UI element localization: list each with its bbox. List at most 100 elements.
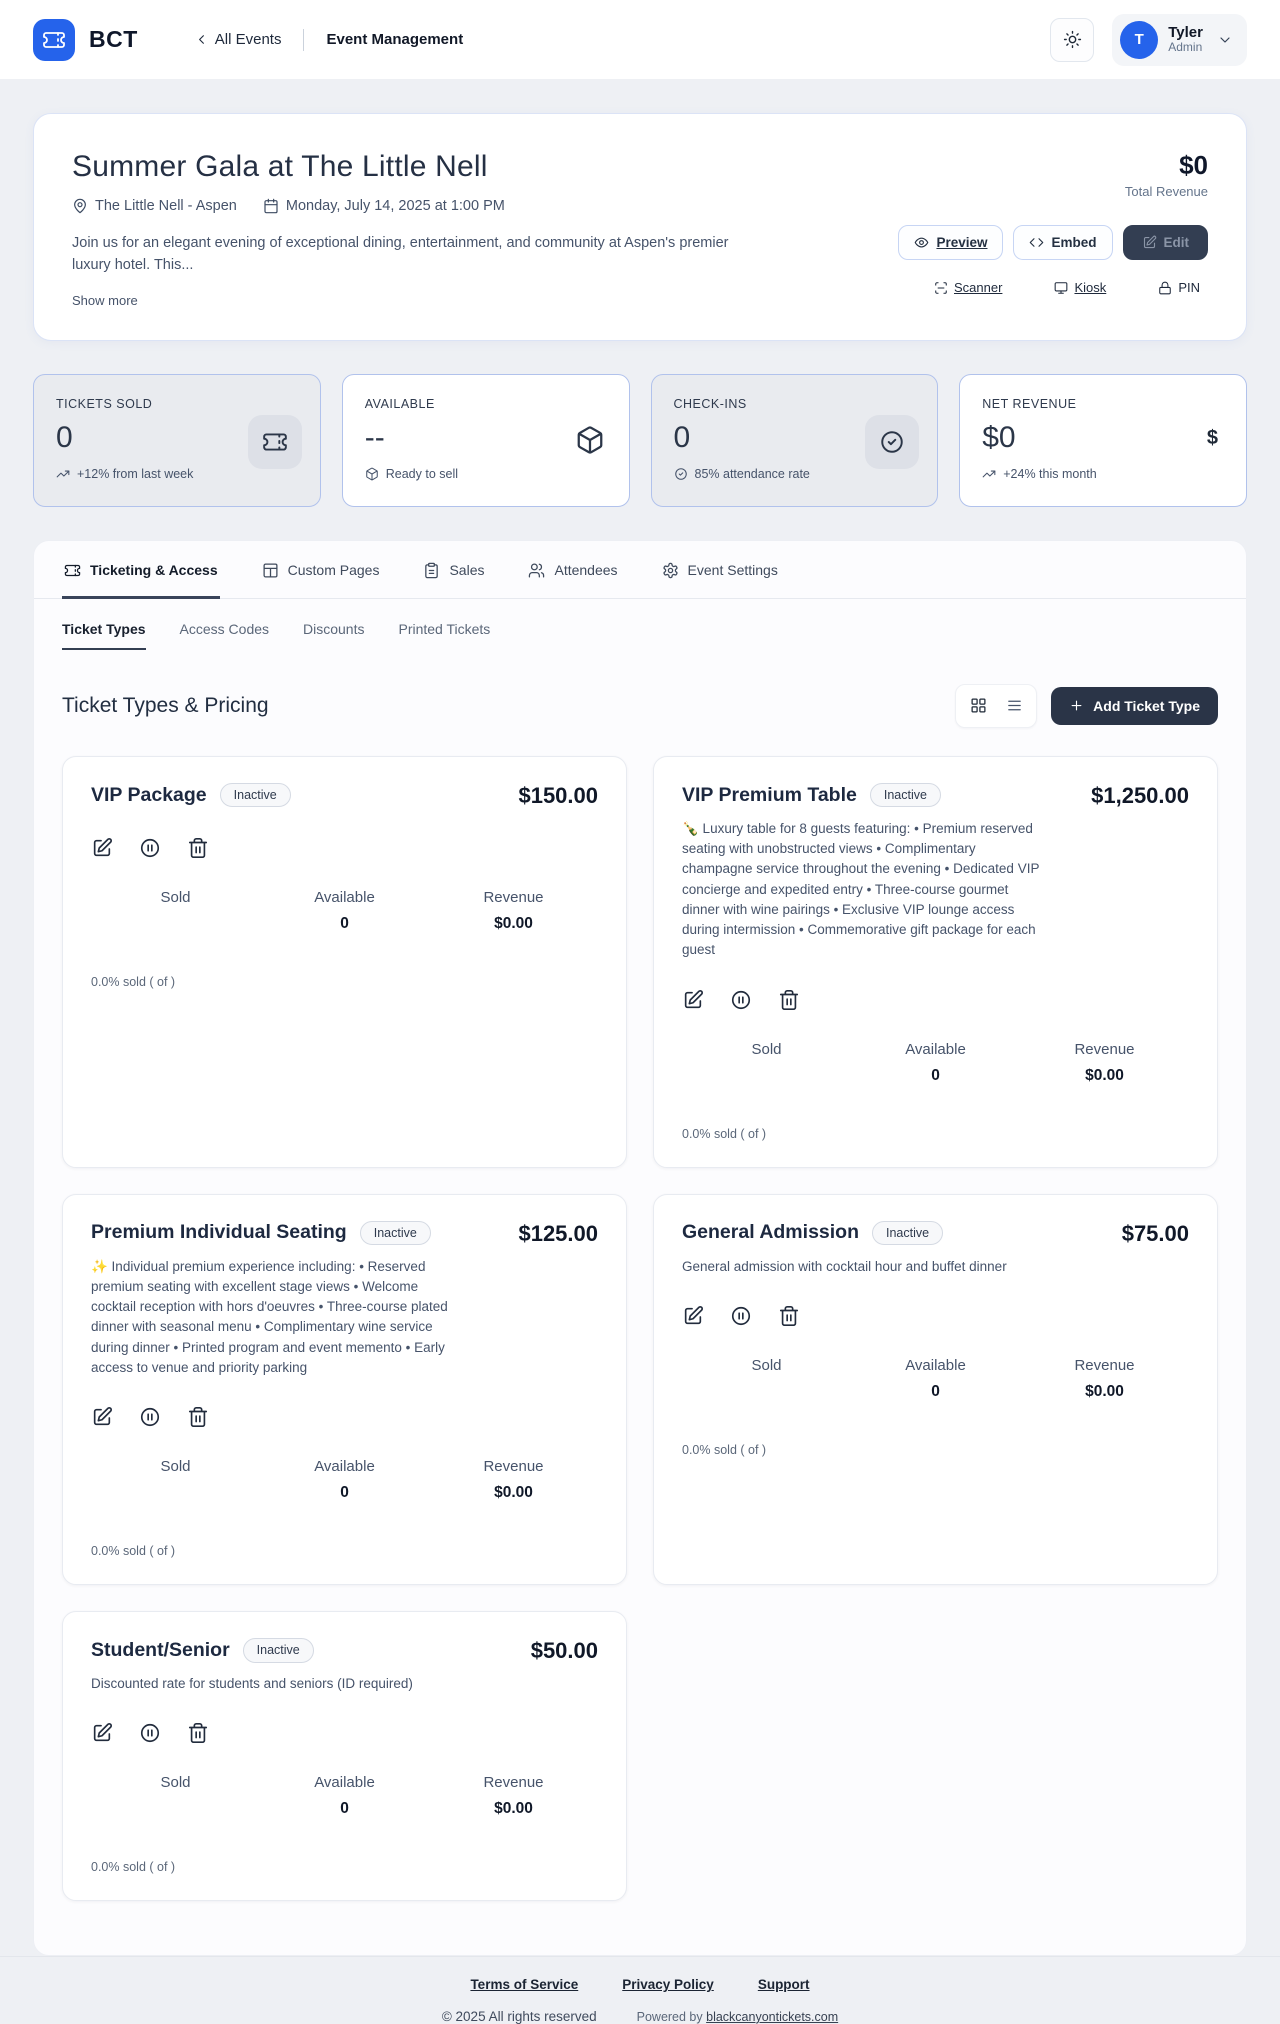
sold-label: Sold: [160, 1458, 191, 1476]
embed-button[interactable]: Embed: [1013, 225, 1113, 260]
view-toggle: [955, 683, 1038, 728]
delete-ticket-icon[interactable]: [778, 989, 800, 1011]
subtab-ticket-types[interactable]: Ticket Types: [62, 621, 146, 650]
ticket-icon: [42, 28, 66, 52]
stat-label: TICKETS SOLD: [56, 396, 153, 411]
pause-ticket-icon[interactable]: [730, 989, 752, 1011]
footer: Terms of Service Privacy Policy Support …: [0, 1956, 1280, 2024]
tab-attendees[interactable]: Attendees: [526, 541, 619, 599]
available-label: Available: [314, 1774, 375, 1792]
add-ticket-type-button[interactable]: Add Ticket Type: [1051, 686, 1218, 725]
ticket-name: VIP Package: [91, 783, 207, 806]
subtab-discounts[interactable]: Discounts: [303, 620, 365, 637]
privacy-link[interactable]: Privacy Policy: [622, 1977, 714, 1993]
sold-value: [682, 1067, 851, 1085]
revenue-value: $0.00: [494, 914, 533, 932]
edit-button[interactable]: Edit: [1122, 225, 1208, 260]
brand-name: BCT: [89, 26, 138, 52]
available-label: Available: [905, 1040, 966, 1058]
pause-ticket-icon[interactable]: [139, 1722, 161, 1744]
revenue-label: Revenue: [483, 888, 544, 906]
preview-button[interactable]: Preview: [898, 225, 1004, 260]
ticket-description: General admission with cocktail hour and…: [682, 1258, 1007, 1274]
avatar: T: [1120, 20, 1159, 59]
grid-view-button[interactable]: [960, 689, 996, 723]
ticket-name: Student/Senior: [91, 1638, 230, 1661]
stat-label: CHECK-INS: [673, 396, 747, 411]
status-badge: Inactive: [359, 1220, 431, 1246]
stat-card-net-revenue[interactable]: NET REVENUE $0 +24% this month $: [959, 373, 1247, 507]
section-title: Ticket Types & Pricing: [62, 693, 269, 717]
ticket-name: General Admission: [682, 1221, 859, 1244]
clipboard-icon: [423, 562, 440, 579]
stat-card-available[interactable]: AVAILABLE -- Ready to sell: [341, 373, 630, 507]
ticket-card: VIP Package Inactive $150.00 Sold Availa…: [62, 755, 627, 1168]
stat-card-check-ins[interactable]: CHECK-INS 0 85% attendance rate: [650, 373, 939, 507]
scanner-link[interactable]: Scanner: [934, 280, 1002, 295]
percent-sold: 0.0% sold ( of ): [682, 1126, 767, 1141]
stat-value: $0: [982, 420, 1016, 454]
revenue-label: Revenue: [483, 1458, 544, 1476]
edit-ticket-icon[interactable]: [91, 837, 113, 859]
stat-value: 0: [56, 420, 73, 454]
embed-label: Embed: [1051, 235, 1097, 250]
revenue-value: $0.00: [1085, 1382, 1124, 1400]
add-ticket-type-label: Add Ticket Type: [1093, 697, 1200, 714]
user-menu[interactable]: T Tyler Admin: [1112, 13, 1247, 66]
edit-ticket-icon[interactable]: [682, 989, 704, 1011]
list-icon: [1006, 697, 1023, 714]
edit-ticket-icon[interactable]: [91, 1406, 113, 1428]
edit-ticket-icon[interactable]: [682, 1305, 704, 1327]
ticket-description: 🍾 Luxury table for 8 guests featuring: •…: [682, 820, 1040, 958]
check-circle-icon: [674, 467, 688, 481]
user-name: Tyler: [1168, 23, 1203, 41]
event-datetime: Monday, July 14, 2025 at 1:00 PM: [263, 198, 505, 214]
powered-by: Powered by blackcanyontickets.com: [636, 2009, 839, 2024]
pause-ticket-icon[interactable]: [139, 837, 161, 859]
preview-label: Preview: [936, 235, 988, 250]
trending-up-icon: [56, 467, 70, 481]
delete-ticket-icon[interactable]: [187, 1406, 209, 1428]
theme-toggle-button[interactable]: [1050, 17, 1095, 62]
tab-event-settings[interactable]: Event Settings: [660, 541, 780, 599]
lock-icon: [1158, 281, 1172, 295]
show-more-link[interactable]: Show more: [72, 292, 138, 308]
calendar-icon: [263, 198, 279, 214]
sold-value: [91, 915, 260, 933]
grid-icon: [970, 697, 987, 714]
ticket-icon: [64, 562, 81, 579]
stat-card-tickets-sold[interactable]: TICKETS SOLD 0 +12% from last week: [33, 373, 321, 507]
all-events-back-link[interactable]: All Events: [194, 31, 281, 48]
kiosk-link[interactable]: Kiosk: [1054, 280, 1106, 295]
ticket-price: $150.00: [518, 782, 598, 808]
ticket-name: Premium Individual Seating: [91, 1221, 347, 1244]
subtab-printed-tickets[interactable]: Printed Tickets: [398, 620, 491, 637]
tab-custom-pages[interactable]: Custom Pages: [260, 541, 382, 599]
pause-ticket-icon[interactable]: [139, 1406, 161, 1428]
tab-sales[interactable]: Sales: [421, 541, 486, 599]
total-revenue-label: Total Revenue: [1124, 184, 1208, 199]
terms-link[interactable]: Terms of Service: [470, 1977, 579, 1993]
pin-link[interactable]: PIN: [1158, 280, 1200, 295]
list-view-button[interactable]: [996, 689, 1032, 723]
subtab-access-codes[interactable]: Access Codes: [179, 620, 270, 637]
powered-by-link[interactable]: blackcanyontickets.com: [706, 2009, 839, 2024]
event-description: Join us for an elegant evening of except…: [72, 235, 729, 274]
ticket-description: ✨ Individual premium experience includin…: [91, 1258, 448, 1375]
delete-ticket-icon[interactable]: [187, 1722, 209, 1744]
stat-label: NET REVENUE: [982, 396, 1077, 411]
pause-ticket-icon[interactable]: [730, 1305, 752, 1327]
delete-ticket-icon[interactable]: [778, 1305, 800, 1327]
total-revenue-value: $0: [1179, 150, 1208, 180]
delete-ticket-icon[interactable]: [187, 837, 209, 859]
available-value: 0: [931, 1066, 940, 1084]
app-logo[interactable]: [33, 18, 75, 61]
edit-label: Edit: [1163, 235, 1190, 250]
ticket-cards-grid: VIP Package Inactive $150.00 Sold Availa…: [34, 755, 1246, 1902]
tab-ticketing-access[interactable]: Ticketing & Access: [62, 541, 220, 599]
revenue-value: $0.00: [494, 1484, 533, 1502]
edit-ticket-icon[interactable]: [91, 1722, 113, 1744]
map-pin-icon: [72, 198, 88, 214]
datetime-label: Monday, July 14, 2025 at 1:00 PM: [285, 198, 505, 214]
support-link[interactable]: Support: [757, 1977, 810, 1993]
